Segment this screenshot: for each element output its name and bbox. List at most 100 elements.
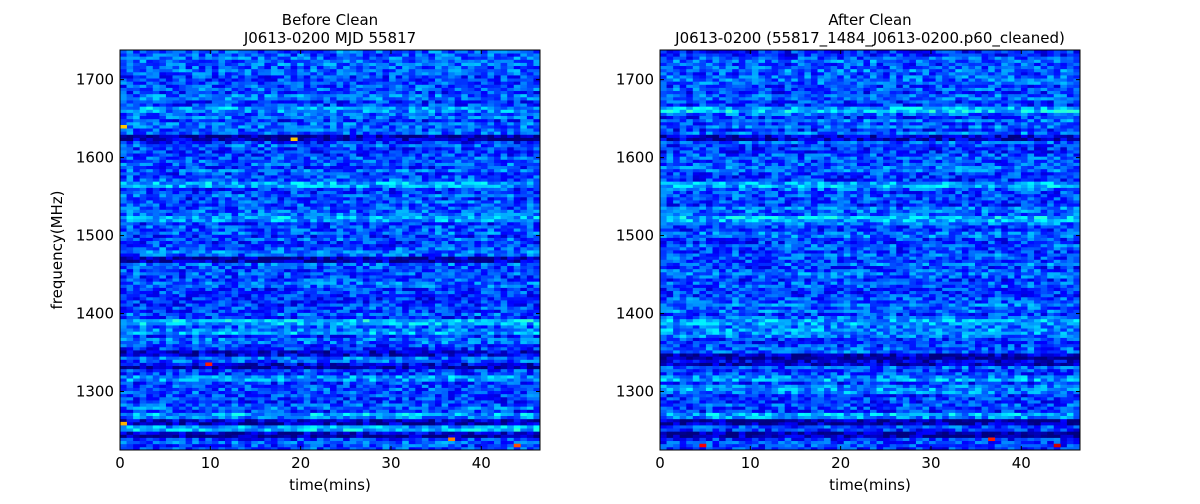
heatmap-cell (480, 225, 488, 229)
heatmap-cell (336, 234, 344, 238)
heatmap-cell (362, 215, 370, 220)
heatmap-cell (284, 275, 292, 279)
heatmap-cell (316, 237, 324, 242)
heatmap-cell (402, 375, 410, 379)
heatmap-cell (159, 278, 167, 282)
heatmap-cell (133, 318, 141, 323)
heatmap-cell (454, 321, 462, 326)
heatmap-cell (284, 356, 292, 360)
heatmap-cell (402, 403, 410, 407)
heatmap-cell (494, 312, 502, 317)
heatmap-cell (179, 306, 187, 310)
heatmap-cell (362, 306, 370, 310)
heatmap-cell (513, 431, 521, 435)
heatmap-cell (310, 218, 318, 223)
heatmap-cell (310, 396, 318, 401)
heatmap-cell (257, 431, 265, 435)
heatmap-cell (362, 259, 370, 263)
heatmap-cell (264, 434, 272, 438)
heatmap-cell (165, 296, 173, 301)
heatmap-cell (146, 446, 154, 451)
heatmap-cell (389, 337, 397, 342)
heatmap-cell (461, 400, 469, 404)
heatmap-cell (172, 353, 180, 357)
heatmap-cell (205, 275, 213, 279)
heatmap-cell (310, 387, 318, 392)
heatmap-cell (205, 265, 213, 270)
heatmap-cell (487, 353, 495, 357)
heatmap-cell (520, 390, 528, 395)
heatmap-cell (435, 259, 442, 263)
heatmap-cell (198, 321, 206, 326)
heatmap-cell (211, 209, 219, 213)
heatmap-cell (382, 225, 390, 229)
heatmap-cell (244, 250, 252, 254)
heatmap-cell (244, 325, 252, 329)
heatmap-cell (290, 384, 298, 388)
heatmap-cell (336, 337, 344, 342)
heatmap-cell (238, 225, 246, 229)
heatmap-cell (428, 225, 436, 229)
heatmap-cell (513, 368, 521, 373)
heatmap-cell (375, 343, 383, 348)
heatmap-cell (415, 431, 423, 435)
heatmap-cell (467, 284, 475, 288)
heatmap-cell (356, 412, 364, 417)
heatmap-cell (192, 265, 200, 270)
heatmap-cell (507, 246, 515, 251)
heatmap-cell (238, 250, 246, 254)
heatmap-cell (520, 431, 528, 435)
heatmap-cell (428, 421, 436, 426)
heatmap-cell (264, 443, 272, 448)
heatmap-cell (526, 234, 534, 238)
heatmap-cell (362, 340, 370, 345)
heatmap-cell (284, 221, 292, 226)
heatmap-cell (533, 256, 541, 260)
heatmap-cell (225, 346, 232, 351)
heatmap-cell (198, 353, 206, 357)
heatmap-cell (133, 393, 141, 398)
heatmap-cell (402, 318, 410, 323)
heatmap-cell (257, 215, 265, 220)
heatmap-cell (159, 306, 167, 310)
heatmap-cell (244, 446, 252, 451)
heatmap-cell (126, 315, 134, 320)
heatmap-cell (244, 328, 252, 332)
heatmap-cell (316, 300, 324, 304)
heatmap-cell (257, 234, 265, 238)
heatmap-cell (415, 390, 423, 395)
heatmap-cell (474, 353, 482, 357)
heatmap-cell (369, 409, 377, 413)
heatmap-cell (435, 375, 442, 379)
heatmap-cell (507, 256, 515, 260)
heatmap-cell (310, 287, 318, 292)
heatmap-cell (133, 312, 141, 317)
heatmap-cell (277, 256, 285, 260)
heatmap-cell (487, 309, 495, 313)
heatmap-cell (238, 275, 246, 279)
heatmap-cell (507, 284, 515, 288)
heatmap-cell (356, 365, 364, 370)
heatmap-cell (284, 425, 292, 429)
heatmap-cell (395, 240, 403, 245)
heatmap-cell (382, 393, 390, 398)
heatmap-cell (428, 234, 436, 238)
heatmap-cell (343, 215, 351, 220)
heatmap-cell (310, 234, 318, 238)
heatmap-cell (172, 409, 180, 413)
heatmap-cell (146, 368, 154, 373)
heatmap-cell (290, 290, 298, 295)
heatmap-cell (270, 328, 278, 332)
heatmap-cell (467, 387, 475, 392)
heatmap-cell (257, 362, 265, 367)
heatmap-cell (172, 300, 180, 304)
heatmap-cell (389, 209, 397, 213)
heatmap-cell (297, 231, 305, 235)
heatmap-cell (402, 290, 410, 295)
heatmap-cell (369, 403, 377, 407)
heatmap-cell (244, 359, 252, 363)
heatmap-cell (526, 262, 534, 267)
heatmap-cell (435, 353, 442, 357)
heatmap-cell (330, 303, 337, 307)
heatmap-cell (375, 346, 383, 351)
